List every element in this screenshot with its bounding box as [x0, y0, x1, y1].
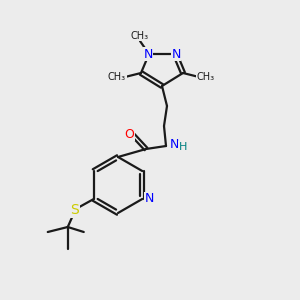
Text: N: N	[145, 193, 154, 206]
Text: CH₃: CH₃	[197, 72, 215, 82]
Text: CH₃: CH₃	[131, 31, 149, 41]
Text: N: N	[171, 47, 181, 61]
Text: N: N	[143, 47, 153, 61]
Text: CH₃: CH₃	[108, 72, 126, 82]
Text: O: O	[124, 128, 134, 140]
Text: S: S	[70, 203, 79, 217]
Text: N: N	[169, 139, 179, 152]
Text: H: H	[179, 142, 187, 152]
